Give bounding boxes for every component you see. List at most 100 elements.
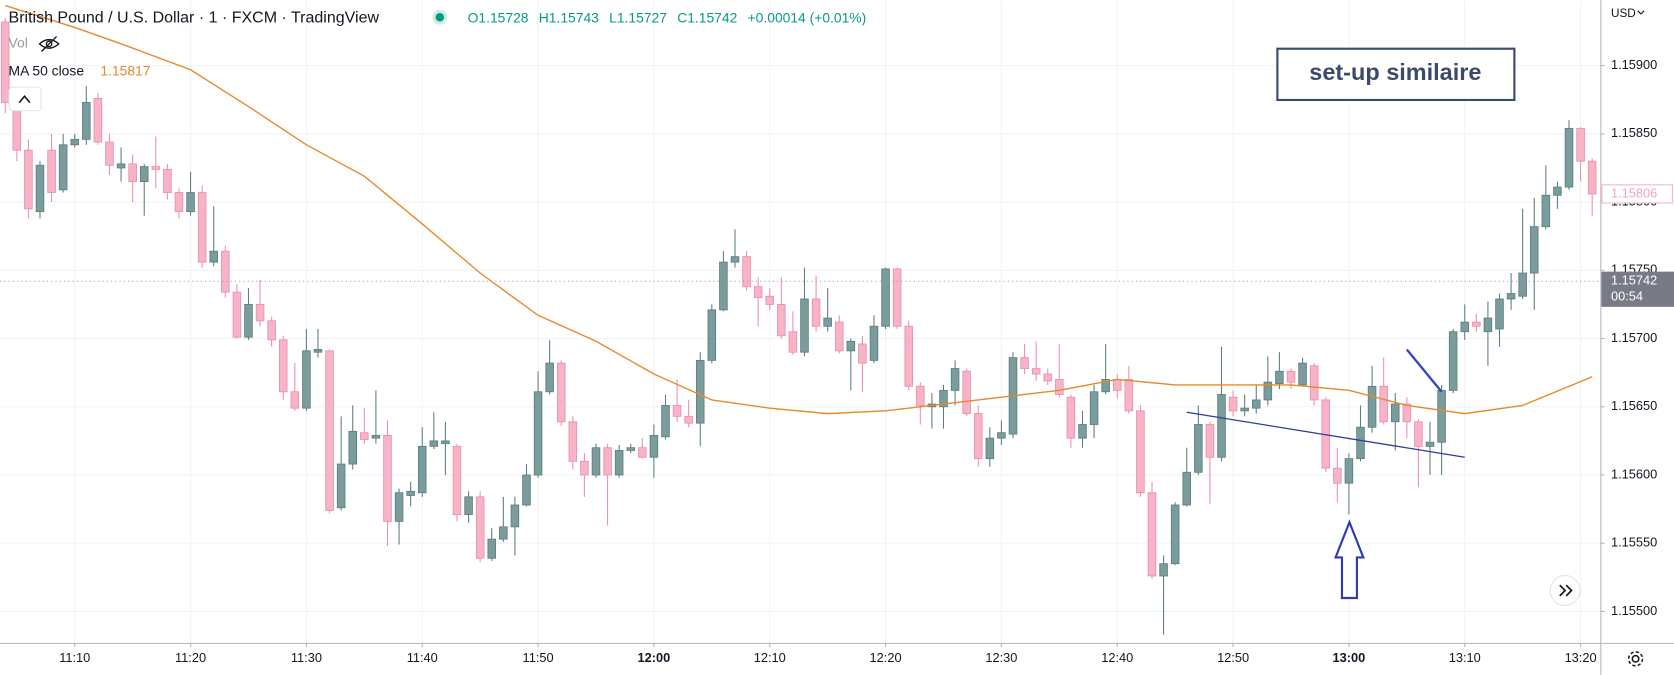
x-tick-label: 11:10 <box>59 650 90 665</box>
candle-body <box>1263 381 1273 401</box>
settings-icon[interactable] <box>1627 651 1644 667</box>
y-tick-label: 1.15650 <box>1611 398 1657 413</box>
candle-body <box>892 268 902 327</box>
candle-body <box>858 343 867 364</box>
candle-body <box>823 317 832 327</box>
candle-body <box>1194 424 1203 473</box>
candle-body <box>383 434 392 522</box>
candle-body <box>580 460 589 476</box>
candle-body <box>1089 391 1099 425</box>
candle-body <box>93 97 103 143</box>
ohlc-close: C1.15742 <box>677 9 737 25</box>
candle-body <box>417 445 427 494</box>
candle-body <box>626 447 636 451</box>
y-tick-label: 1.15850 <box>1611 125 1657 140</box>
candle-body <box>406 490 415 496</box>
candle-body <box>1437 389 1446 443</box>
candle-body <box>116 163 126 169</box>
current-price-box <box>1601 271 1674 307</box>
candle-body <box>811 298 821 327</box>
candle-body <box>1564 127 1574 188</box>
x-tick-label: 13:00 <box>1333 650 1366 665</box>
grid <box>0 0 1601 643</box>
candle-body <box>1182 471 1192 506</box>
currency-dropdown <box>1637 10 1645 15</box>
candle-body <box>487 538 497 559</box>
candle-body <box>24 149 33 210</box>
candle-body <box>452 445 462 515</box>
candle-body <box>360 432 369 440</box>
currency-label[interactable]: USD <box>1611 7 1636 20</box>
candle-body <box>151 166 161 170</box>
x-tick-label: 11:40 <box>407 650 438 665</box>
candle-body <box>603 447 612 476</box>
x-tick-label: 12:20 <box>870 650 902 665</box>
candle-body <box>278 339 288 393</box>
candle-body <box>510 504 520 528</box>
candle-body <box>614 450 624 476</box>
candle-body <box>1170 504 1180 565</box>
x-tick-label: 12:10 <box>754 650 786 665</box>
candle-body <box>556 362 566 423</box>
candle-body <box>244 304 253 338</box>
annotation-box <box>1276 47 1516 102</box>
candle-body <box>649 434 659 458</box>
candle-body <box>881 268 890 327</box>
candle-body <box>834 321 844 352</box>
candle-body <box>1506 293 1516 300</box>
annotation-text: set-up similaire <box>1309 59 1481 85</box>
candle-body <box>1240 407 1249 412</box>
candle-body <box>1576 127 1585 162</box>
candle-body <box>1390 403 1400 423</box>
candle-body <box>1205 424 1215 458</box>
candle-body <box>371 434 381 439</box>
candle-body <box>1031 368 1041 375</box>
candle-body <box>1124 379 1134 412</box>
candle-body <box>1333 467 1342 484</box>
candle-body <box>661 404 670 438</box>
x-tick-label: 12:00 <box>638 650 671 665</box>
x-tick-label: 11:20 <box>175 650 206 665</box>
candle-body <box>139 166 149 183</box>
candle-body <box>1460 321 1470 333</box>
candle-body <box>499 526 508 540</box>
candle-body <box>545 362 554 393</box>
y-tick-label: 1.15700 <box>1611 330 1657 345</box>
candle-body <box>441 440 450 445</box>
ohlc-change: +0.00014 (+0.01%) <box>748 9 867 25</box>
candle-body <box>788 331 798 353</box>
moving-average-line <box>5 4 1593 415</box>
candle-body <box>174 192 184 213</box>
candle-body <box>1078 424 1087 439</box>
candle-body <box>1344 458 1354 484</box>
candle-body <box>313 349 323 353</box>
x-tick-label: 12:30 <box>985 650 1017 665</box>
countdown-label: 00:54 <box>1611 289 1643 304</box>
hide-icon[interactable] <box>38 35 60 52</box>
candle-body <box>1228 396 1238 412</box>
candle-body <box>950 368 960 391</box>
candle-body <box>232 291 242 338</box>
candle-body <box>1043 373 1053 382</box>
candle-body <box>719 261 728 311</box>
candle-body <box>962 370 971 415</box>
candle-body <box>800 298 809 353</box>
candle-body <box>1529 226 1539 274</box>
candle-body <box>1414 421 1423 447</box>
volume-legend[interactable]: Vol <box>9 35 28 51</box>
candle-body <box>58 144 68 191</box>
ohlc-values: O1.15728 H1.15743 L1.15727 C1.15742 +0.0… <box>468 9 867 25</box>
ma-legend[interactable]: MA 50 close <box>9 62 85 78</box>
status-dot <box>435 12 445 22</box>
ohlc-low: L1.15727 <box>609 9 667 25</box>
candle-body <box>1587 160 1597 195</box>
candle-body <box>105 141 114 166</box>
up-arrow <box>1334 519 1365 600</box>
annotation-trendline <box>1186 411 1465 458</box>
candle-body <box>1055 379 1064 395</box>
candle-body <box>985 437 995 460</box>
scroll-icon <box>1559 584 1573 597</box>
collapse-button[interactable] <box>8 86 42 112</box>
candle-body <box>47 149 56 193</box>
